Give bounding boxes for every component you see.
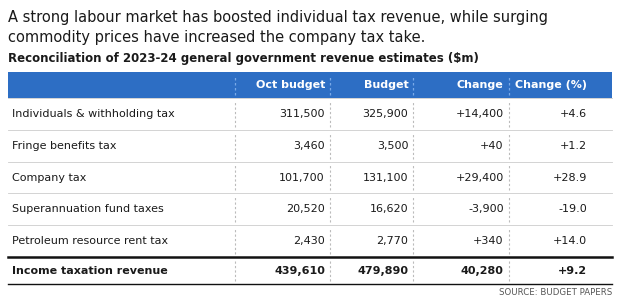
Text: 16,620: 16,620 bbox=[370, 204, 409, 214]
Text: 40,280: 40,280 bbox=[461, 266, 503, 276]
Text: +1.2: +1.2 bbox=[560, 141, 587, 151]
Text: Budget: Budget bbox=[363, 80, 409, 90]
Text: +14.0: +14.0 bbox=[553, 236, 587, 246]
Text: +9.2: +9.2 bbox=[558, 266, 587, 276]
Text: +14,400: +14,400 bbox=[456, 109, 503, 119]
Text: Income taxation revenue: Income taxation revenue bbox=[12, 266, 168, 276]
Text: 311,500: 311,500 bbox=[280, 109, 325, 119]
Text: commodity prices have increased the company tax take.: commodity prices have increased the comp… bbox=[8, 30, 425, 45]
Text: -3,900: -3,900 bbox=[468, 204, 503, 214]
Text: Change (%): Change (%) bbox=[515, 80, 587, 90]
Text: Individuals & withholding tax: Individuals & withholding tax bbox=[12, 109, 175, 119]
Text: +340: +340 bbox=[473, 236, 503, 246]
Text: Superannuation fund taxes: Superannuation fund taxes bbox=[12, 204, 164, 214]
Text: 101,700: 101,700 bbox=[279, 173, 325, 182]
Text: Petroleum resource rent tax: Petroleum resource rent tax bbox=[12, 236, 168, 246]
Text: +28.9: +28.9 bbox=[552, 173, 587, 182]
Text: Reconciliation of 2023-24 general government revenue estimates ($m): Reconciliation of 2023-24 general govern… bbox=[8, 52, 479, 65]
Text: Change: Change bbox=[457, 80, 503, 90]
Text: 325,900: 325,900 bbox=[363, 109, 409, 119]
Text: 439,610: 439,610 bbox=[274, 266, 325, 276]
Text: +4.6: +4.6 bbox=[560, 109, 587, 119]
Text: 2,770: 2,770 bbox=[376, 236, 409, 246]
Text: Fringe benefits tax: Fringe benefits tax bbox=[12, 141, 117, 151]
Text: 3,460: 3,460 bbox=[293, 141, 325, 151]
Text: Company tax: Company tax bbox=[12, 173, 86, 182]
Bar bbox=[8, 72, 612, 98]
Text: +29,400: +29,400 bbox=[456, 173, 503, 182]
Text: A strong labour market has boosted individual tax revenue, while surging: A strong labour market has boosted indiv… bbox=[8, 10, 548, 25]
Text: 2,430: 2,430 bbox=[293, 236, 325, 246]
Text: Oct budget: Oct budget bbox=[255, 80, 325, 90]
Text: 131,100: 131,100 bbox=[363, 173, 409, 182]
Text: SOURCE: BUDGET PAPERS: SOURCE: BUDGET PAPERS bbox=[498, 288, 612, 297]
Text: +40: +40 bbox=[480, 141, 503, 151]
Text: 479,890: 479,890 bbox=[357, 266, 409, 276]
Text: 20,520: 20,520 bbox=[286, 204, 325, 214]
Text: 3,500: 3,500 bbox=[377, 141, 409, 151]
Text: -19.0: -19.0 bbox=[559, 204, 587, 214]
